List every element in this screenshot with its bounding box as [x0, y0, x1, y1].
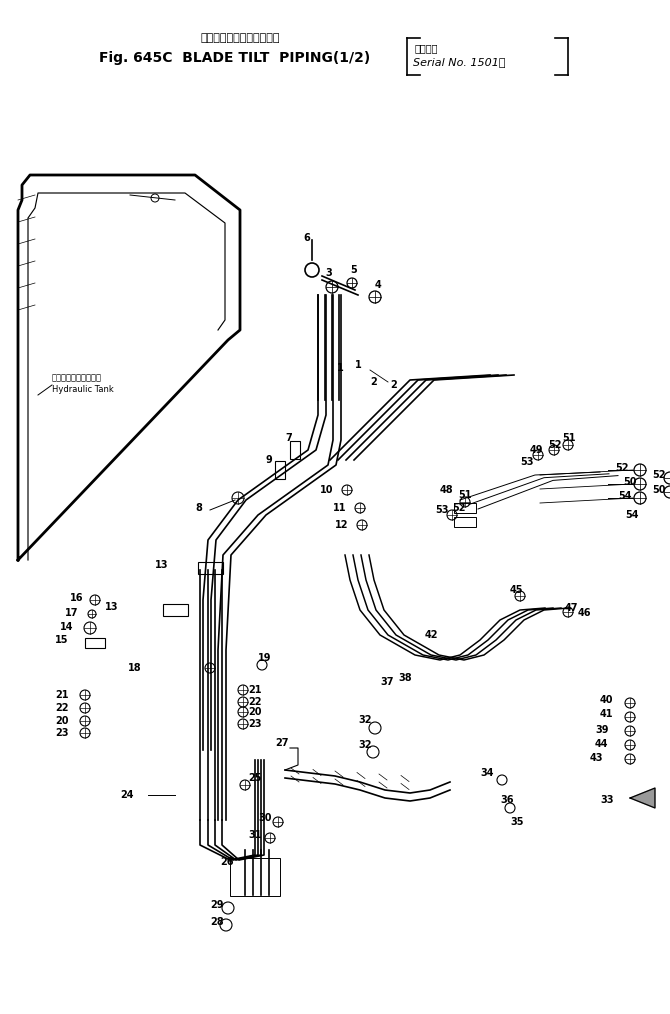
Text: 29: 29 — [210, 900, 224, 910]
Text: 22: 22 — [55, 703, 68, 713]
Text: 23: 23 — [55, 728, 68, 738]
Text: 37: 37 — [380, 677, 393, 687]
Text: Serial No. 1501～: Serial No. 1501～ — [413, 57, 505, 67]
Text: 23: 23 — [248, 719, 261, 729]
Text: 12: 12 — [335, 520, 348, 530]
Text: 32: 32 — [358, 740, 371, 750]
Text: 32: 32 — [358, 715, 371, 725]
Polygon shape — [630, 788, 655, 808]
Text: 35: 35 — [510, 817, 523, 827]
Text: 54: 54 — [618, 491, 632, 501]
Text: 21: 21 — [248, 685, 261, 695]
Text: 36: 36 — [500, 795, 513, 805]
Text: 50: 50 — [652, 485, 665, 495]
Text: 20: 20 — [55, 716, 68, 726]
Text: 50: 50 — [623, 477, 636, 487]
Text: 17: 17 — [65, 608, 78, 618]
Text: 14: 14 — [60, 622, 74, 632]
Text: 52: 52 — [548, 440, 561, 450]
Text: 34: 34 — [480, 768, 494, 778]
Text: 27: 27 — [275, 738, 289, 748]
Text: 1: 1 — [336, 363, 344, 373]
Bar — [290, 441, 300, 459]
Text: 11: 11 — [333, 503, 346, 513]
Text: ブレードチルトバイピング: ブレードチルトバイピング — [200, 33, 280, 43]
Text: 31: 31 — [248, 830, 261, 840]
Text: 2: 2 — [370, 377, 377, 387]
Text: 21: 21 — [55, 690, 68, 700]
Text: 15: 15 — [55, 635, 68, 645]
Text: 30: 30 — [258, 813, 271, 823]
Text: 6: 6 — [304, 233, 310, 243]
Text: 18: 18 — [128, 663, 141, 673]
Text: 53: 53 — [435, 505, 448, 515]
Text: 13: 13 — [155, 560, 168, 570]
Bar — [454, 517, 476, 527]
Text: 13: 13 — [105, 602, 119, 612]
Text: 51: 51 — [562, 433, 576, 443]
Text: 45: 45 — [510, 585, 523, 595]
Text: 19: 19 — [258, 653, 271, 663]
Text: 16: 16 — [70, 593, 84, 603]
Text: 22: 22 — [248, 697, 261, 707]
Text: 49: 49 — [530, 445, 543, 455]
Text: 47: 47 — [565, 603, 578, 613]
Text: 42: 42 — [425, 630, 438, 640]
Text: 10: 10 — [320, 485, 334, 495]
Bar — [230, 858, 280, 896]
Bar — [275, 461, 285, 479]
Text: 43: 43 — [590, 753, 604, 763]
Text: 5: 5 — [350, 265, 356, 275]
Text: 24: 24 — [120, 790, 133, 800]
Text: 44: 44 — [595, 739, 608, 749]
Text: 52: 52 — [452, 503, 466, 513]
Text: 2: 2 — [390, 380, 397, 390]
Bar — [454, 503, 476, 513]
Bar — [198, 562, 222, 574]
Text: 4: 4 — [375, 280, 382, 290]
Text: 41: 41 — [600, 709, 614, 719]
Text: 46: 46 — [578, 608, 592, 618]
Text: 52: 52 — [615, 463, 628, 473]
Text: 3: 3 — [325, 268, 332, 278]
Text: 25: 25 — [248, 773, 261, 783]
Text: 39: 39 — [595, 725, 608, 735]
Text: 38: 38 — [398, 673, 411, 683]
Bar — [163, 604, 188, 615]
Text: 52: 52 — [652, 470, 665, 480]
Text: 9: 9 — [265, 455, 272, 465]
Text: 48: 48 — [440, 485, 454, 495]
Text: ハイドロリックタンク: ハイドロリックタンク — [52, 373, 102, 382]
Text: Hydraulic Tank: Hydraulic Tank — [52, 385, 114, 394]
Text: 7: 7 — [285, 433, 291, 443]
Text: 51: 51 — [458, 490, 472, 500]
Text: 53: 53 — [520, 457, 533, 467]
Text: 40: 40 — [600, 695, 614, 705]
Bar — [85, 638, 105, 648]
Text: 54: 54 — [625, 510, 639, 520]
Text: Fig. 645C  BLADE TILT  PIPING(1/2): Fig. 645C BLADE TILT PIPING(1/2) — [99, 51, 371, 65]
Text: 適用号機: 適用号機 — [415, 43, 438, 53]
Text: 8: 8 — [195, 503, 202, 513]
Text: 20: 20 — [248, 707, 261, 717]
Text: 33: 33 — [600, 795, 614, 805]
Text: 28: 28 — [210, 917, 224, 927]
Text: 26: 26 — [220, 857, 234, 867]
Text: 1: 1 — [355, 360, 362, 370]
